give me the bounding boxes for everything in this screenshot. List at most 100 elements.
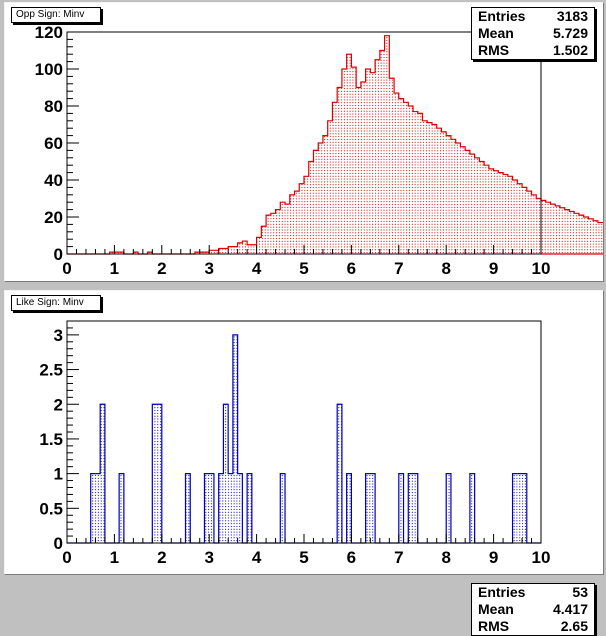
y-tick-label: 60: [44, 134, 63, 153]
stats-rms-value: 1.502: [553, 42, 588, 59]
x-tick-label: 7: [394, 548, 403, 567]
y-tick-label: 100: [35, 60, 63, 79]
stats-mean-value: 4.417: [553, 601, 588, 618]
histogram-bin: [494, 171, 499, 254]
histogram-bin: [541, 200, 546, 254]
histogram-bins: [91, 335, 527, 543]
x-tick-label: 6: [347, 259, 356, 278]
x-tick-label: 3: [204, 548, 213, 567]
histogram-bin: [337, 404, 342, 543]
histogram-bin: [470, 474, 475, 543]
histogram-bin: [550, 204, 555, 254]
histogram-bin: [437, 128, 442, 254]
histogram-bin: [375, 60, 380, 254]
histogram-bin: [186, 474, 191, 543]
histogram-bin: [238, 243, 243, 254]
y-tick-label: 1: [54, 465, 63, 484]
histogram-bin: [247, 245, 252, 254]
histogram-bin: [546, 202, 551, 254]
histogram-bin: [423, 121, 428, 254]
histogram-bin: [95, 474, 100, 543]
y-tick-label: 20: [44, 208, 63, 227]
histogram-bin: [588, 219, 593, 254]
histogram-bin: [522, 187, 527, 254]
stats-rms-value: 2.65: [561, 618, 588, 635]
y-tick-label: 120: [35, 23, 63, 42]
histogram-bin: [555, 206, 560, 254]
histogram-bin: [91, 474, 96, 543]
histogram-bin: [522, 474, 527, 543]
histogram-bin: [271, 213, 276, 254]
histogram-bin: [503, 174, 508, 254]
histogram-bin: [285, 204, 290, 254]
x-tick-label: 1: [110, 259, 119, 278]
histogram-bin: [242, 241, 247, 254]
histogram-bin: [356, 88, 361, 255]
histogram-bin: [223, 248, 228, 254]
histogram-bin: [593, 221, 598, 254]
histogram-bin: [295, 191, 300, 254]
y-tick-label: 2: [54, 395, 63, 414]
histogram-bin: [399, 99, 404, 254]
x-tick-label: 1: [110, 548, 119, 567]
histogram-bin: [432, 125, 437, 255]
histogram-bin: [366, 474, 371, 543]
histogram-bin: [219, 474, 224, 543]
histogram-bin: [233, 335, 238, 543]
y-tick-label: 0: [54, 245, 63, 264]
stats-entries-value: 53: [572, 584, 588, 601]
histogram-bin: [408, 106, 413, 254]
histogram-bin: [351, 67, 356, 254]
histogram-bin: [209, 474, 214, 543]
x-tick-label: 9: [489, 548, 498, 567]
histogram-bin: [257, 237, 262, 254]
histogram-bin: [337, 88, 342, 255]
x-tick-label: 4: [252, 548, 262, 567]
histogram-bin: [489, 169, 494, 254]
histogram-bin: [385, 36, 390, 254]
histogram-bin: [276, 210, 281, 254]
histogram-bin: [389, 78, 394, 254]
histogram-bin: [508, 176, 513, 254]
histogram-bin: [408, 474, 413, 543]
x-tick-label: 9: [489, 259, 498, 278]
histogram-bin: [513, 474, 518, 543]
histogram-bin: [370, 474, 375, 543]
histogram-bin: [470, 154, 475, 254]
histogram-bin: [309, 162, 314, 255]
histogram-bin: [418, 113, 423, 254]
histogram-bin: [261, 226, 266, 254]
histogram-bin: [157, 404, 162, 543]
histogram-bin: [517, 184, 522, 254]
histogram-bin: [228, 247, 233, 254]
histogram-bin: [532, 195, 537, 254]
stats-rms-label: RMS: [478, 42, 509, 59]
stats-entries-value: 3183: [557, 8, 588, 25]
histogram-bin: [323, 136, 328, 254]
x-tick-label: 8: [441, 548, 450, 567]
histogram-bin: [498, 173, 503, 254]
histogram-bin: [380, 51, 385, 255]
histogram-bin: [598, 223, 603, 254]
histogram-bin: [223, 404, 228, 543]
histogram-bin: [219, 248, 224, 254]
histogram-bin: [290, 195, 295, 254]
histogram-bin: [204, 474, 209, 543]
x-tick-label: 2: [157, 259, 166, 278]
histogram-bin: [399, 474, 404, 543]
y-tick-label: 0.5: [39, 499, 63, 518]
histogram-bin: [228, 474, 233, 543]
histogram-bin: [465, 150, 470, 254]
x-tick-label: 0: [62, 548, 71, 567]
histogram-bin: [280, 474, 285, 543]
histogram-bin: [446, 136, 451, 254]
histogram-bin: [584, 217, 589, 254]
histogram-bin: [527, 191, 532, 254]
histogram-bin: [569, 211, 574, 254]
y-tick-label: 40: [44, 171, 63, 190]
x-tick-label: 8: [441, 259, 450, 278]
